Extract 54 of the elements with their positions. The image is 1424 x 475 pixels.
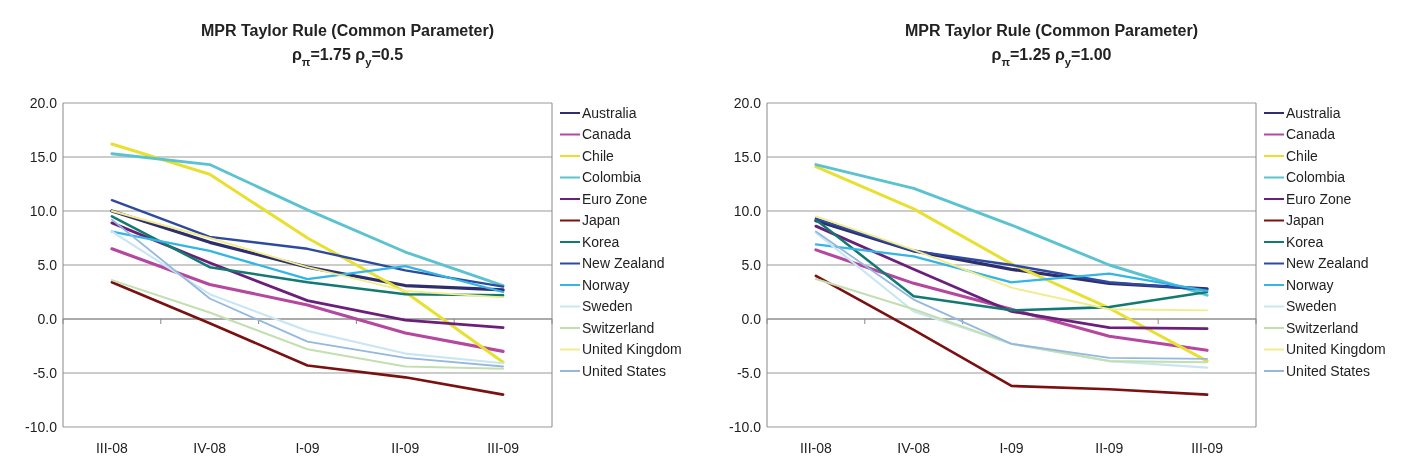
y-tick-label: 5.0 [741,256,762,273]
y-tick-label: 20.0 [29,94,58,111]
legend-label: Sweden [1286,298,1337,315]
y-tick-label: 10.0 [733,202,762,219]
legend-label: Norway [582,276,630,293]
legend-label: Korea [1286,233,1324,250]
legend-label: Australia [582,104,637,121]
chart-subtitle: ρ$_{π}$=1.25 ρ$_{y}$=1.00 [991,46,1112,68]
legend-label: Colombia [1286,169,1346,186]
x-tick-label: III-09 [1191,440,1224,456]
x-tick-label: III-08 [95,440,129,456]
x-tick-label: II-09 [391,440,420,456]
legend-label: New Zealand [582,255,665,272]
legend-label: Norway [1286,276,1334,293]
legend-label: Chile [582,147,615,164]
chart-title: MPR Taylor Rule (Common Parameter) [904,22,1199,39]
legend-label: Australia [1286,104,1341,121]
legend-label: United Kingdom [582,341,682,358]
legend-label: United Kingdom [1286,341,1386,358]
x-tick-label: II-09 [1095,440,1124,456]
legend-label: Sweden [582,298,633,315]
y-tick-label: -5.0 [736,364,762,381]
y-tick-label: -10.0 [25,418,58,435]
legend-label: Switzerland [1286,319,1359,336]
legend-label: United States [582,362,667,379]
legend-label: Switzerland [582,319,655,336]
x-tick-label: I-09 [999,440,1024,456]
y-tick-label: 15.0 [733,148,762,165]
legend-label: Canada [1286,126,1336,143]
x-tick-label: I-09 [295,440,320,456]
y-tick-label: -5.0 [32,364,58,381]
y-tick-label: -10.0 [729,418,762,435]
legend-label: Japan [1286,212,1325,229]
x-tick-label: IV-08 [897,440,931,456]
y-tick-label: 10.0 [29,202,58,219]
x-tick-label: III-09 [487,440,520,456]
y-tick-label: 0.0 [741,310,762,327]
legend-label: Euro Zone [582,190,648,207]
legend-label: Korea [582,233,620,250]
legend-label: United States [1286,362,1371,379]
chart-subtitle: ρ$_{π}$=1.75 ρ$_{y}$=0.5 [291,46,404,68]
legend-label: New Zealand [1286,255,1369,272]
x-tick-label: IV-08 [193,440,227,456]
chart-title: MPR Taylor Rule (Common Parameter) [200,22,495,39]
legend-label: Canada [582,126,632,143]
y-tick-label: 0.0 [37,310,58,327]
y-tick-label: 5.0 [37,256,58,273]
y-tick-label: 15.0 [29,148,58,165]
legend-label: Chile [1286,147,1319,164]
legend-label: Euro Zone [1286,190,1352,207]
y-tick-label: 20.0 [733,94,762,111]
legend-label: Japan [582,212,621,229]
x-tick-label: III-08 [799,440,833,456]
legend-label: Colombia [582,169,642,186]
